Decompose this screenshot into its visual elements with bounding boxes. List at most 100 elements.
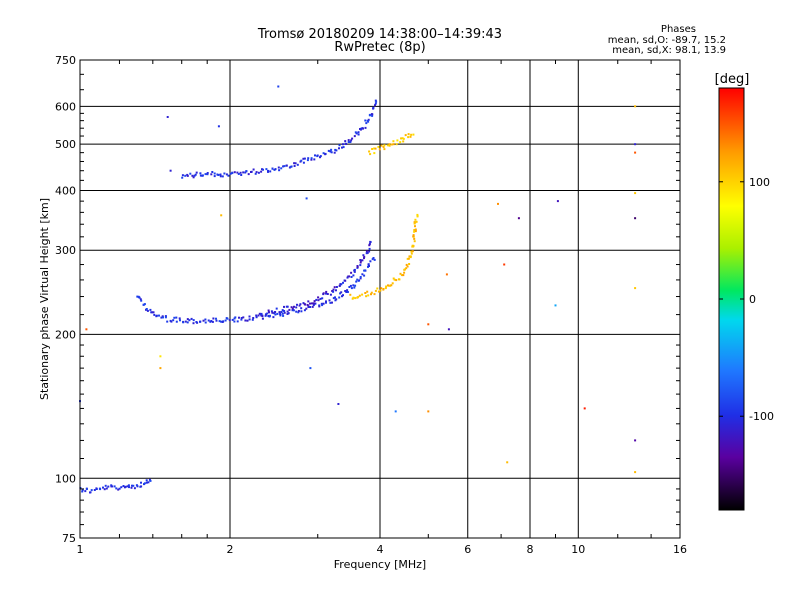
echo-point — [332, 290, 335, 293]
echo-point — [307, 306, 310, 308]
echo-point — [303, 157, 306, 160]
echo-point — [321, 304, 324, 307]
echo-point — [277, 85, 280, 88]
echo-point — [373, 147, 376, 150]
echo-point — [264, 314, 267, 317]
echo-point — [358, 294, 361, 297]
echo-point — [361, 259, 364, 262]
echo-point — [188, 319, 191, 322]
echo-point — [365, 295, 368, 298]
echo-point — [370, 113, 373, 116]
colorbar-label: [deg] — [715, 72, 750, 87]
echo-point — [149, 479, 152, 482]
echo-point — [350, 276, 353, 278]
echo-point — [344, 279, 347, 282]
echo-point — [140, 485, 143, 488]
echo-point — [517, 217, 520, 220]
echo-point — [296, 163, 299, 166]
echo-point — [231, 172, 234, 175]
echo-point — [334, 148, 337, 151]
echo-point — [313, 158, 316, 161]
echo-point — [332, 297, 335, 300]
echo-point — [355, 280, 358, 283]
echo-point — [363, 255, 366, 258]
echo-point — [186, 318, 189, 321]
echo-point — [374, 147, 377, 150]
echo-point — [318, 305, 321, 308]
echo-point — [387, 284, 389, 287]
echo-point — [399, 272, 402, 275]
echo-point — [220, 320, 223, 323]
echo-point — [356, 278, 359, 281]
echo-point — [374, 104, 376, 107]
echo-point — [279, 313, 282, 315]
echo-point — [89, 491, 92, 494]
echo-point — [132, 484, 135, 487]
echo-point — [312, 304, 315, 307]
echo-point — [407, 133, 410, 136]
echo-point — [248, 315, 251, 318]
echo-point — [85, 488, 88, 490]
echo-point — [142, 303, 145, 306]
echo-point — [384, 287, 387, 290]
echo-point — [329, 301, 332, 304]
echo-point — [335, 289, 337, 292]
echo-point — [413, 237, 416, 240]
echo-point — [285, 164, 288, 167]
echo-point — [303, 303, 306, 306]
echo-point — [360, 259, 363, 262]
echo-point — [634, 151, 637, 154]
echo-point — [81, 490, 84, 493]
echo-point — [305, 307, 308, 310]
echo-point — [124, 485, 127, 488]
echo-point — [338, 284, 341, 287]
echo-point — [283, 310, 286, 312]
echo-point — [342, 294, 344, 297]
y-tick-label: 750 — [55, 54, 76, 67]
echo-point — [145, 481, 148, 484]
echo-point — [365, 250, 368, 253]
echo-point — [210, 173, 213, 176]
echo-point — [240, 174, 243, 176]
echo-point — [411, 250, 414, 253]
colorbar-tick-label: 100 — [749, 176, 770, 189]
echo-point — [237, 173, 240, 175]
echo-point — [338, 147, 340, 150]
echo-point — [215, 317, 217, 320]
echo-point — [278, 169, 281, 172]
echo-point — [369, 260, 372, 263]
echo-point — [346, 291, 349, 293]
echo-point — [411, 245, 414, 248]
echo-point — [398, 278, 401, 281]
echo-point — [373, 293, 376, 296]
echo-point — [634, 439, 637, 442]
echo-point — [158, 314, 160, 317]
echo-point — [164, 315, 167, 318]
echo-point — [374, 289, 377, 292]
echo-point — [382, 146, 385, 148]
echo-point — [322, 302, 325, 305]
echo-point — [115, 487, 118, 490]
echo-point — [347, 275, 350, 278]
x-tick-label: 2 — [227, 543, 234, 556]
echo-point — [352, 296, 355, 299]
y-tick-label: 75 — [62, 532, 76, 545]
echo-point — [297, 310, 300, 312]
echo-point — [173, 316, 176, 319]
echo-point — [98, 487, 101, 490]
echo-point — [325, 292, 327, 295]
echo-point — [240, 317, 243, 319]
echo-point — [408, 255, 411, 258]
echo-point — [354, 131, 357, 134]
echo-point — [201, 174, 204, 177]
echo-point — [229, 172, 232, 175]
echo-point — [95, 488, 98, 490]
echo-point — [288, 308, 291, 311]
echo-point — [334, 296, 336, 299]
echo-point — [348, 286, 351, 288]
echo-point — [344, 140, 347, 143]
echo-point — [314, 302, 317, 305]
echo-point — [373, 152, 376, 155]
echo-point — [283, 165, 286, 168]
echo-point — [367, 118, 370, 121]
